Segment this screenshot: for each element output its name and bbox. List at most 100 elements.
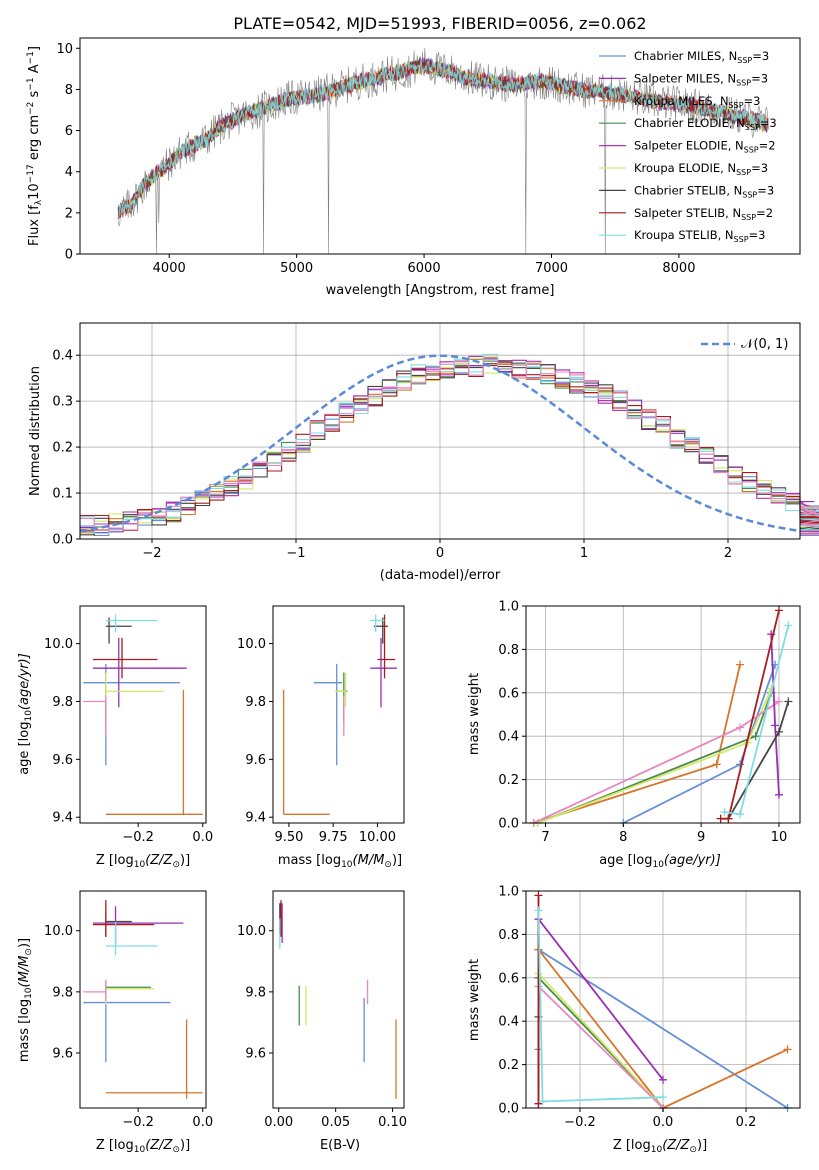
legend-entry: Kroupa MILES, NSSP=3 [634,94,760,110]
metallicity-mass-x-axis-label: Z [log10(Z/Z⊙)] [96,1138,190,1155]
legend-sub: SSP [737,56,752,65]
extinction-mass-y-ticks: 9.6 9.8 10.0 [237,924,273,1061]
legend-label: Kroupa ELODIE, N [634,161,736,175]
spectrum-x-axis-label: wavelength [Angstrom, rest frame] [326,283,555,298]
residual-histogram-panel: −2 −1 0 1 2 0.0 0.1 0.2 0.3 0.4 (data-model)/err… [28,322,819,583]
legend-entry: Salpeter ELODIE, NSSP=2 [634,139,776,155]
legend-tail: =3 [744,94,761,108]
histogram-legend: 𝒩(0, 1) [701,337,788,352]
y-tick-label: 10.0 [44,637,73,652]
plus-marker [774,727,783,736]
plus-marker [716,814,725,823]
x-tick-label: 0.0 [653,1115,674,1130]
x-tick-label: 10 [771,830,788,845]
mass-age-panel: 9.50 9.75 10.00 9.4 9.6 9.8 10.0 mass [log10(… [237,605,405,870]
legend-sub: SSP [736,168,751,177]
legend-tail: =2 [756,206,773,220]
extinction-mass-plot-area [279,900,397,1099]
y-tick-label: 6 [65,124,73,139]
metallicity-age-plot-area [83,614,203,815]
x-tick-label: 7 [541,830,549,845]
mass-weight-line-6 [537,918,664,1081]
mass-age-x-axis-label: mass [log10(M/M⊙)] [278,853,402,870]
legend-sub: SSP [745,123,760,132]
x-tick-label: 0.2 [736,1115,757,1130]
metallicity-age-axes-frame [79,605,207,824]
plus-marker [774,790,783,799]
gaussian-legend-label: 𝒩(0, 1) [741,337,788,352]
legend-label: Chabrier STELIB, N [634,183,742,197]
age-massweight-x-ticks: 7 8 9 10 [541,823,787,845]
age-massweight-y-axis-label: mass weight [467,673,482,755]
legend-tail: =3 [751,161,768,175]
metallicity-massweight-x-ticks: −0.2 0.0 0.2 [564,1108,756,1130]
y-tick-label: 0.6 [498,686,519,701]
x-tick-label: −0.2 [122,830,154,845]
residual-histogram-series-10 [80,359,819,535]
age-massweight-x-axis-label: age [log10(age/yr)] [599,853,721,870]
histogram-y-axis-label: Normed distribution [28,366,43,496]
legend-tail: =2 [759,139,776,153]
legend-entry: Chabrier STELIB, NSSP=3 [634,183,774,199]
x-tick-label: 0.05 [321,1115,350,1130]
x-tick-label: −0.2 [122,1115,154,1130]
legend-label: Salpeter MILES, N [634,71,736,85]
y-tick-label: 9.4 [245,811,266,826]
y-tick-label: 0.2 [52,441,73,456]
plus-marker [659,1075,667,1084]
x-tick-label: 2 [724,546,732,561]
x-tick-label: −1 [286,546,305,561]
y-tick-label: 9.6 [52,1046,73,1061]
y-tick-label: 9.8 [245,695,266,710]
metallicity-mass-plot-area [83,900,203,1099]
legend-label: Chabrier ELODIE, N [634,116,745,130]
spectrum-y-axis-label: Flux [fλ10−17 erg cm−2 s−1 A−1] [26,46,44,246]
legend-label: Kroupa STELIB, N [634,228,734,242]
legend-sub: SSP [744,146,759,155]
plus-marker [784,621,793,630]
y-tick-label: 0 [65,248,73,263]
metallicity-mass-y-ticks: 9.6 9.8 10.0 [44,924,80,1061]
y-tick-label: 0.0 [498,1102,519,1117]
y-tick-label: 0.0 [52,533,73,548]
x-tick-label: 9.50 [274,830,303,845]
legend-sub: SSP [729,101,744,110]
y-tick-label: 0.1 [52,487,73,502]
x-tick-label: 0 [436,546,444,561]
plus-marker [751,732,760,741]
y-tick-label: 1.0 [498,885,519,900]
legend-tail: =3 [757,183,774,197]
spectrum-title: PLATE=0542, MJD=51993, FIBERID=0056, z=0… [233,14,646,33]
metallicity-age-y-ticks: 9.4 9.6 9.8 10.0 [44,637,80,826]
mass-weight-line-5 [537,985,664,1109]
x-tick-label: 10.00 [359,830,396,845]
y-tick-label: 0.2 [498,1058,519,1073]
legend-entry: Salpeter STELIB, NSSP=2 [634,206,773,222]
metallicity-mass-x-ticks: −0.2 0.0 [122,1108,213,1130]
model-spectrum-line-9 [118,59,769,218]
extinction-mass-x-axis-label: E(B-V) [320,1138,360,1153]
age-massweight-axes-frame [525,605,801,824]
y-tick-label: 1.0 [498,600,519,615]
plus-marker [783,1045,792,1054]
y-tick-label: 10.0 [44,924,73,939]
y-tick-label: 0.3 [52,395,73,410]
extinction-mass-panel: 0.00 0.05 0.10 9.6 9.8 10.0 E(B-V) [237,890,407,1153]
y-tick-label: 9.8 [245,985,266,1000]
plus-marker [712,760,721,769]
gaussian-reference-curve [79,354,801,533]
legend-tail: =3 [760,116,777,130]
legend-label: Salpeter STELIB, N [634,206,741,220]
extinction-mass-axes-frame [272,890,405,1109]
metallicity-age-x-axis-label: Z [log10(Z/Z⊙)] [96,853,190,870]
legend-entry: Kroupa ELODIE, NSSP=3 [634,161,768,177]
plus-marker [736,660,745,669]
mass-age-axes-frame [272,605,405,824]
legend-sub: SSP [741,213,756,222]
histogram-x-axis-label: (data-model)/error [380,568,501,583]
legend-tail: =3 [752,49,769,63]
legend-sub: SSP [734,235,749,244]
age-massweight-panel: 7 8 9 10 0.0 0.2 0.4 0.6 0.8 1.0 age [log10(age/… [467,600,801,870]
plus-marker [784,697,793,706]
histogram-x-ticks: −2 −1 0 1 2 [142,539,732,561]
